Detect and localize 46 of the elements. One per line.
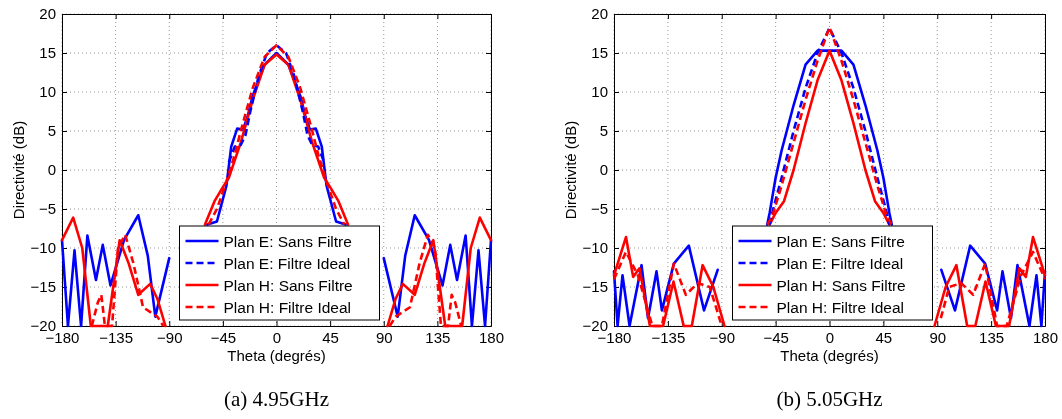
- x-tick-label: 90: [375, 328, 393, 346]
- y-tick-label: 20: [39, 5, 56, 23]
- y-axis-title: Directivité (dB): [10, 120, 27, 220]
- x-tick-label: 0: [272, 328, 282, 346]
- y-tick-label: 5: [47, 122, 56, 140]
- y-tick-label: 15: [39, 44, 56, 62]
- legend-label: Plan E: Sans Filtre: [776, 232, 905, 250]
- y-tick-label: 10: [591, 83, 608, 101]
- x-tick-label: −135: [651, 328, 686, 346]
- x-axis-title: Theta (degrés): [780, 347, 879, 364]
- text: (b) 5.05GHz: [776, 387, 883, 411]
- legend-label: Plan E: Sans Filtre: [223, 232, 352, 250]
- y-tick-label: 15: [591, 44, 608, 62]
- legend-label: Plan H: Sans Filtre: [223, 276, 353, 294]
- y-tick-label: −15: [582, 278, 608, 296]
- x-tick-label: 45: [322, 328, 339, 346]
- x-tick-label: −90: [157, 328, 183, 346]
- y-tick-label: −5: [590, 200, 608, 218]
- x-tick-label: 180: [1032, 328, 1059, 346]
- x-tick-label: 45: [875, 328, 893, 346]
- x-tick-label: 135: [425, 328, 451, 346]
- y-tick-label: −10: [30, 239, 56, 257]
- y-tick-label: −15: [30, 278, 56, 296]
- x-tick-label: 0: [825, 328, 835, 346]
- y-tick-label: −10: [582, 239, 608, 257]
- x-tick-label: −45: [763, 328, 789, 346]
- y-tick-label: 10: [39, 83, 56, 101]
- x-tick-label: −90: [709, 328, 735, 346]
- legend-label: Plan H: Sans Filtre: [776, 276, 906, 294]
- y-tick-label: −5: [38, 200, 56, 218]
- y-axis-title: Directivité (dB): [562, 120, 579, 220]
- x-tick-label: −135: [99, 328, 134, 346]
- y-tick-label: 20: [591, 5, 608, 23]
- legend-label: Plan H: Filtre Ideal: [776, 298, 904, 316]
- x-tick-label: 135: [979, 328, 1005, 346]
- legend-label: Plan H: Filtre Ideal: [223, 298, 351, 316]
- y-tick-label: 5: [599, 122, 608, 140]
- x-tick-label: −45: [210, 328, 237, 346]
- y-tick-label: 0: [47, 161, 56, 179]
- legend-label: Plan E: Filtre Ideal: [223, 254, 351, 272]
- x-tick-label: 90: [929, 328, 947, 346]
- x-tick-label: 180: [478, 328, 505, 346]
- x-axis-title: Theta (degrés): [227, 347, 326, 364]
- text: (a) 4.95GHz: [224, 387, 329, 411]
- y-tick-label: 0: [599, 161, 608, 179]
- legend-label: Plan E: Filtre Ideal: [776, 254, 904, 272]
